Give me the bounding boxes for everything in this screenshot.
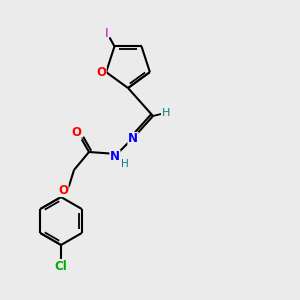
Text: N: N (110, 151, 120, 164)
Text: N: N (128, 133, 138, 146)
Text: H: H (121, 159, 129, 169)
Text: O: O (96, 66, 106, 79)
Text: Cl: Cl (55, 260, 68, 272)
Text: O: O (71, 127, 81, 140)
Text: O: O (58, 184, 68, 196)
Text: H: H (162, 108, 170, 118)
Text: I: I (105, 27, 108, 40)
